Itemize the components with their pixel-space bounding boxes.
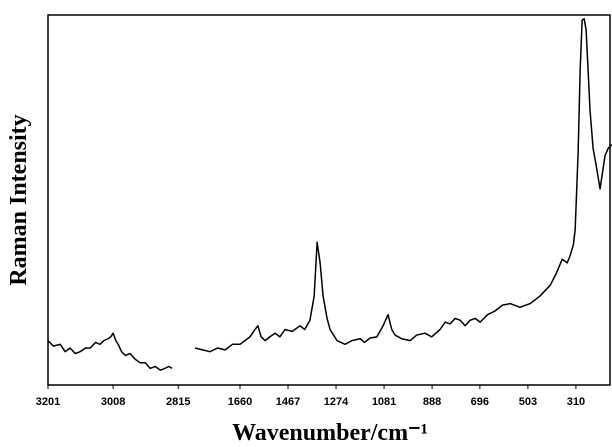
x-tick-label: 888 bbox=[423, 396, 441, 408]
x-tick-label: 3201 bbox=[36, 396, 60, 408]
x-tick-label: 310 bbox=[567, 396, 585, 408]
x-tick-label: 503 bbox=[519, 396, 537, 408]
x-tick-label: 2815 bbox=[166, 396, 190, 408]
x-tick-label: 1467 bbox=[276, 396, 300, 408]
x-tick-label: 1274 bbox=[324, 396, 349, 408]
plot-frame bbox=[47, 14, 611, 386]
spectrum-line bbox=[194, 17, 612, 353]
x-tick-label: 1660 bbox=[228, 396, 252, 408]
spectrum-line bbox=[47, 332, 173, 371]
x-tick-label: 696 bbox=[471, 396, 489, 408]
x-tick-label: 3008 bbox=[101, 396, 125, 408]
x-tick-label: 1081 bbox=[372, 396, 396, 408]
y-axis-label: Raman Intensity bbox=[6, 114, 32, 285]
x-axis-label: Wavenumber/cm⁻¹ bbox=[232, 420, 428, 446]
